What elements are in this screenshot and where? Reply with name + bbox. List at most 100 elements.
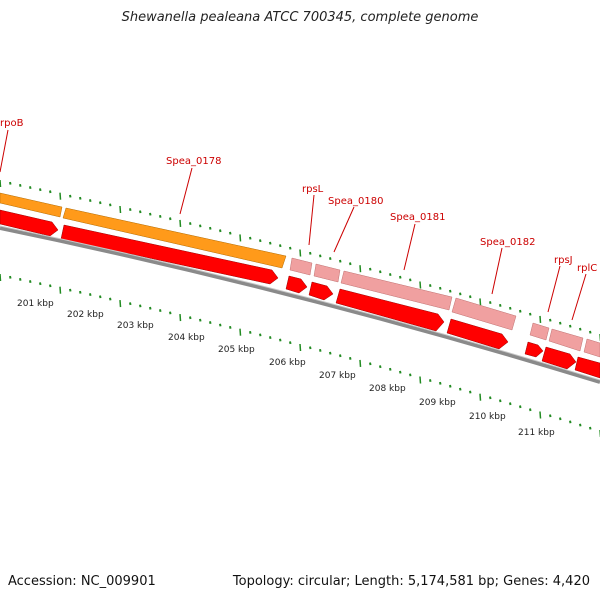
minor-tick xyxy=(339,354,342,358)
kbp-labels: 201 kbp 202 kbp 203 kbp 204 kbp 205 kbp … xyxy=(17,299,555,438)
minor-tick xyxy=(499,304,502,307)
major-tick xyxy=(359,359,362,367)
minor-tick xyxy=(259,239,262,243)
cds-row xyxy=(0,209,600,379)
gene-label-rplC: rplC xyxy=(577,263,597,274)
minor-tick xyxy=(369,267,372,271)
map-title: Shewanella pealeana ATCC 700345, complet… xyxy=(121,10,479,25)
major-tick xyxy=(0,273,2,282)
minor-tick xyxy=(329,257,332,260)
minor-tick xyxy=(149,212,152,216)
minor-tick xyxy=(429,379,432,382)
minor-tick xyxy=(29,186,32,189)
minor-tick xyxy=(109,297,112,301)
genome-backbone-highlight xyxy=(0,225,600,381)
gene-rpoB[interactable] xyxy=(0,192,63,218)
major-tick xyxy=(59,192,62,200)
minor-tick xyxy=(399,275,402,279)
minor-tick xyxy=(139,210,142,214)
cds-arrow[interactable] xyxy=(574,356,600,379)
minor-tick xyxy=(269,241,272,245)
minor-tick xyxy=(329,351,332,355)
minor-tick xyxy=(309,346,312,350)
kbp-label: 203 kbp xyxy=(117,321,154,331)
minor-tick xyxy=(19,278,22,281)
minor-tick xyxy=(39,282,42,286)
minor-tick xyxy=(469,295,472,299)
minor-tick xyxy=(169,311,172,315)
minor-tick xyxy=(229,231,232,235)
major-tick xyxy=(239,234,242,242)
minor-tick xyxy=(559,417,562,421)
kbp-label: 210 kbp xyxy=(469,412,506,422)
minor-tick xyxy=(49,190,52,194)
gene-rpsL[interactable] xyxy=(289,257,313,276)
kbp-label: 205 kbp xyxy=(218,345,255,355)
cds-arrow[interactable] xyxy=(446,318,509,350)
gene-Spea_0182[interactable] xyxy=(451,297,517,331)
minor-tick xyxy=(349,262,352,266)
minor-tick xyxy=(249,236,252,240)
gene-Spea_0181[interactable] xyxy=(340,270,453,311)
minor-tick xyxy=(339,259,342,263)
minor-tick xyxy=(219,323,222,327)
minor-tick xyxy=(289,246,292,250)
major-tick xyxy=(179,219,182,227)
minor-tick xyxy=(439,381,442,385)
minor-tick xyxy=(149,306,152,310)
minor-tick xyxy=(79,290,82,294)
minor-tick xyxy=(49,284,52,288)
gene-label-Spea_0180: Spea_0180 xyxy=(328,196,383,207)
minor-tick xyxy=(279,244,282,248)
minor-tick xyxy=(409,373,412,377)
minor-tick xyxy=(549,318,552,322)
kbp-label: 202 kbp xyxy=(67,310,104,320)
kbp-label: 206 kbp xyxy=(269,358,306,368)
minor-tick xyxy=(579,423,582,427)
major-tick xyxy=(539,315,542,323)
gene-Spea_0180[interactable] xyxy=(313,263,341,283)
minor-tick xyxy=(229,326,232,329)
cds-arrow[interactable] xyxy=(541,346,577,370)
genome-backbone xyxy=(0,226,600,384)
gene-label-rpoB: rpoB xyxy=(0,118,24,129)
minor-tick xyxy=(519,309,522,313)
minor-tick xyxy=(89,199,92,202)
gene-Spea_0178[interactable] xyxy=(62,207,287,269)
minor-tick xyxy=(269,336,272,339)
minor-tick xyxy=(319,349,322,352)
minor-tick xyxy=(109,203,112,207)
minor-tick xyxy=(589,330,592,334)
accession-text: Accession: NC_009901 xyxy=(8,574,156,589)
minor-tick xyxy=(159,215,162,218)
minor-tick xyxy=(579,327,582,331)
cds-arrow[interactable] xyxy=(0,209,59,237)
gene-label-Spea_0182: Spea_0182 xyxy=(480,237,535,248)
minor-tick xyxy=(379,270,382,274)
cds-arrow[interactable] xyxy=(524,341,544,358)
minor-tick xyxy=(519,405,522,409)
cds-arrow[interactable] xyxy=(335,288,445,332)
cds-arrow[interactable] xyxy=(285,275,308,294)
minor-tick xyxy=(69,288,72,292)
major-tick xyxy=(479,393,482,401)
minor-tick xyxy=(409,278,412,282)
minor-tick xyxy=(219,229,222,233)
minor-tick xyxy=(389,367,392,371)
major-tick xyxy=(539,411,542,419)
cds-arrow[interactable] xyxy=(308,281,334,301)
major-tick xyxy=(119,300,122,308)
minor-tick xyxy=(319,254,322,258)
gene-rplC[interactable] xyxy=(548,328,584,352)
gene-next[interactable] xyxy=(583,338,600,358)
gene-row xyxy=(0,192,600,358)
minor-tick xyxy=(379,365,382,369)
minor-tick xyxy=(9,181,12,185)
minor-tick xyxy=(99,295,102,299)
kbp-label: 204 kbp xyxy=(168,333,205,343)
minor-tick xyxy=(489,301,492,304)
gene-label-Spea_0178: Spea_0178 xyxy=(166,156,221,167)
kbp-label: 211 kbp xyxy=(518,428,555,438)
gene-rpsJ[interactable] xyxy=(529,322,550,341)
cds-arrow[interactable] xyxy=(60,224,279,285)
